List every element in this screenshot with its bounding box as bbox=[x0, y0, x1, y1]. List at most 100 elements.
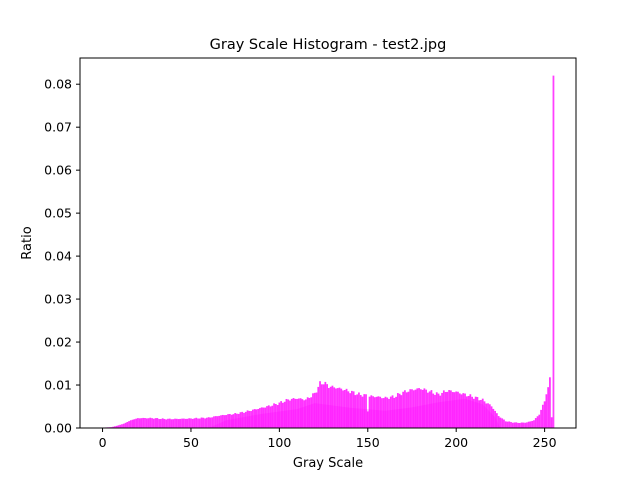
histogram-bar bbox=[526, 422, 528, 428]
histogram-bar bbox=[538, 414, 541, 428]
histogram-bar bbox=[524, 422, 527, 428]
histogram-bar bbox=[395, 396, 397, 428]
histogram-bar bbox=[239, 412, 242, 428]
histogram-bar bbox=[453, 392, 456, 428]
histogram-bar bbox=[172, 419, 175, 428]
histogram-bar bbox=[365, 394, 367, 428]
histogram-bar bbox=[202, 417, 205, 428]
histogram-bar bbox=[533, 420, 535, 428]
histogram-bar bbox=[218, 415, 221, 428]
histogram-bar bbox=[335, 388, 337, 428]
histogram-bar bbox=[372, 396, 374, 428]
histogram-bar bbox=[432, 393, 435, 428]
histogram-bar bbox=[195, 417, 198, 428]
histogram-bar bbox=[214, 416, 217, 428]
histogram-bar bbox=[303, 400, 306, 428]
histogram-bar bbox=[474, 396, 477, 428]
histogram-bar bbox=[416, 388, 419, 428]
histogram-bar bbox=[375, 396, 378, 428]
histogram-bar bbox=[473, 398, 475, 428]
histogram-bar bbox=[481, 398, 484, 428]
histogram-bar bbox=[317, 386, 320, 428]
histogram-bar bbox=[359, 395, 362, 428]
histogram-bar bbox=[329, 386, 332, 428]
histogram-bar bbox=[237, 413, 240, 428]
histogram-bar bbox=[269, 406, 272, 428]
histogram-bar bbox=[427, 392, 429, 428]
histogram-bar bbox=[191, 418, 194, 428]
histogram-bar bbox=[232, 414, 235, 428]
histogram-bar bbox=[350, 390, 353, 428]
plot-frame bbox=[79, 57, 577, 429]
histogram-bar bbox=[221, 414, 224, 428]
histogram-bar bbox=[464, 393, 466, 428]
histogram-bar bbox=[135, 418, 138, 428]
histogram-bar bbox=[368, 396, 371, 428]
histogram-bar bbox=[418, 388, 420, 428]
histogram-bar bbox=[131, 419, 134, 428]
histogram-bar bbox=[458, 393, 461, 428]
histogram-bar bbox=[352, 391, 355, 428]
histogram-bar bbox=[457, 391, 459, 428]
histogram-bar bbox=[361, 396, 364, 428]
histogram-bar bbox=[476, 397, 479, 428]
histogram-bar bbox=[483, 401, 486, 428]
histogram-bar bbox=[297, 398, 300, 428]
histogram-bar bbox=[389, 396, 392, 428]
histogram-bar bbox=[287, 399, 290, 428]
histogram-bar bbox=[540, 409, 542, 428]
x-tick-label: 100 bbox=[267, 435, 291, 450]
histogram-bar bbox=[204, 418, 206, 428]
histogram-bar bbox=[450, 390, 452, 428]
histogram-bar bbox=[227, 414, 229, 428]
histogram-bar bbox=[510, 422, 512, 428]
histogram-bar bbox=[409, 389, 412, 428]
histogram-bar bbox=[174, 418, 176, 428]
histogram-bar bbox=[400, 395, 403, 428]
histogram-bar bbox=[280, 401, 283, 428]
histogram-bar bbox=[384, 396, 387, 428]
histogram-bar bbox=[513, 422, 516, 428]
histogram-bar bbox=[430, 390, 433, 428]
histogram-bar bbox=[278, 402, 281, 428]
histogram-bar bbox=[140, 418, 143, 428]
histogram-bar bbox=[262, 407, 265, 428]
histogram-bar bbox=[114, 426, 116, 428]
histogram-bar bbox=[190, 418, 192, 428]
histogram-bar bbox=[469, 394, 472, 428]
histogram-bar bbox=[154, 418, 157, 428]
histogram-bar bbox=[501, 418, 504, 428]
histogram-bar bbox=[122, 423, 125, 428]
histogram-bar bbox=[402, 391, 405, 428]
histogram-bar bbox=[444, 392, 447, 428]
histogram-bar bbox=[250, 411, 252, 428]
histogram-bar bbox=[460, 394, 463, 428]
histogram-bar bbox=[439, 395, 442, 428]
histogram-bar bbox=[363, 394, 366, 428]
histogram-bar bbox=[386, 397, 389, 428]
x-tick-label: 250 bbox=[533, 435, 557, 450]
histogram-bar bbox=[515, 422, 518, 428]
histogram-bar bbox=[550, 417, 553, 428]
histogram-bar bbox=[354, 395, 357, 428]
histogram-bar bbox=[236, 413, 238, 428]
histogram-bar bbox=[271, 405, 274, 428]
histogram-overlay-area bbox=[173, 398, 501, 428]
histogram-bar bbox=[167, 418, 169, 428]
x-tick-label: 150 bbox=[356, 435, 380, 450]
histogram-bar bbox=[151, 418, 153, 428]
histogram-bar bbox=[506, 421, 509, 428]
histogram-bar bbox=[404, 390, 406, 428]
histogram-bar bbox=[345, 388, 348, 428]
histogram-bar bbox=[246, 410, 249, 428]
y-tick-label: 0.03 bbox=[44, 292, 72, 307]
histogram-bar bbox=[142, 417, 145, 428]
histogram-bar bbox=[377, 396, 380, 428]
histogram-bar bbox=[379, 396, 382, 428]
histogram-bar bbox=[248, 410, 251, 428]
histogram-bar bbox=[183, 418, 185, 428]
histogram-bar bbox=[549, 377, 551, 428]
histogram-bar bbox=[421, 389, 424, 428]
histogram-bar bbox=[396, 393, 399, 428]
